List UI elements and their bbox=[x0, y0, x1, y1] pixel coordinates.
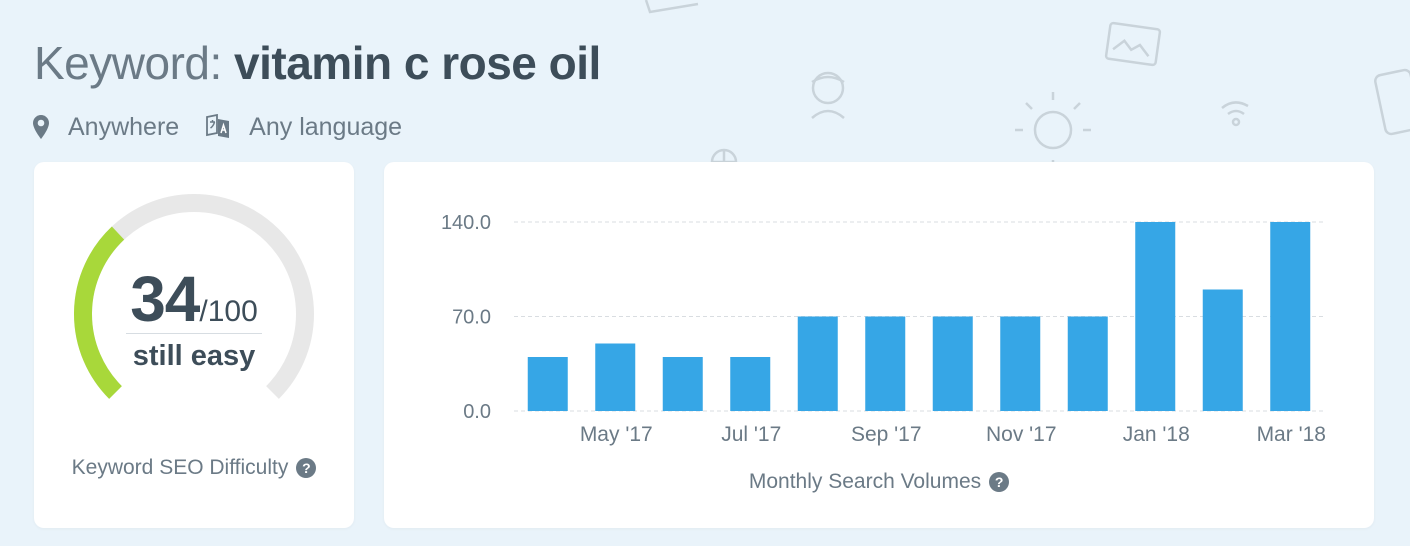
bar-feb-18 bbox=[1202, 289, 1243, 411]
bar-jan-18 bbox=[1135, 222, 1176, 411]
bar-may-17 bbox=[595, 343, 636, 411]
bar-sep-17 bbox=[865, 316, 906, 411]
difficulty-rating: still easy bbox=[132, 340, 256, 372]
bar-mar-18 bbox=[1270, 222, 1311, 411]
bar-jul-17 bbox=[730, 357, 771, 411]
y-tick-label: 70.0 bbox=[452, 307, 491, 329]
keyword-meta: Anywhere Any language bbox=[32, 112, 428, 142]
x-tick-label: Mar '18 bbox=[1257, 423, 1326, 446]
title-prefix: Keyword: bbox=[34, 37, 235, 89]
y-tick-label: 0.0 bbox=[463, 401, 491, 423]
x-tick-label: Sep '17 bbox=[851, 423, 922, 446]
language-filter[interactable]: Any language bbox=[205, 113, 402, 142]
gauge-fill bbox=[74, 226, 125, 399]
score-value: 34 bbox=[130, 263, 200, 335]
y-tick-label: 140.0 bbox=[441, 212, 491, 234]
difficulty-score: 34/100 bbox=[72, 267, 316, 331]
bar-oct-17 bbox=[932, 316, 973, 411]
language-label: Any language bbox=[249, 112, 403, 141]
volume-caption: Monthly Search Volumes ? bbox=[384, 470, 1374, 494]
x-tick-label: May '17 bbox=[580, 423, 653, 446]
help-icon[interactable]: ? bbox=[989, 472, 1010, 492]
help-icon[interactable]: ? bbox=[296, 458, 317, 478]
seo-difficulty-card: 34/100 still easy Keyword SEO Difficulty… bbox=[34, 162, 354, 528]
location-label: Anywhere bbox=[68, 112, 180, 141]
x-tick-label: Jan '18 bbox=[1123, 423, 1190, 446]
difficulty-caption-text: Keyword SEO Difficulty bbox=[71, 456, 289, 479]
bar-jun-17 bbox=[662, 357, 703, 411]
location-filter[interactable]: Anywhere bbox=[32, 113, 179, 142]
x-tick-label: Nov '17 bbox=[986, 423, 1057, 446]
score-max: /100 bbox=[199, 295, 258, 328]
page-title: Keyword: vitamin c rose oil bbox=[34, 36, 601, 90]
difficulty-caption: Keyword SEO Difficulty ? bbox=[34, 456, 354, 480]
difficulty-gauge: 34/100 still easy bbox=[72, 192, 316, 436]
bar-aug-17 bbox=[797, 316, 838, 411]
search-volume-chart: 0.0 70.0 140.0 May '17 Jul '17 Sep '17 Nov '17… bbox=[441, 212, 1326, 446]
search-volume-card: 0.0 70.0 140.0 May '17 Jul '17 Sep '17 Nov '17… bbox=[384, 162, 1374, 528]
bar-dec-17 bbox=[1067, 316, 1108, 411]
x-tick-label: Jul '17 bbox=[721, 423, 781, 446]
map-pin-icon bbox=[33, 115, 49, 139]
volume-caption-text: Monthly Search Volumes bbox=[748, 470, 982, 493]
score-divider bbox=[126, 333, 262, 334]
keyword-text: vitamin c rose oil bbox=[234, 37, 601, 89]
bar-nov-17 bbox=[1000, 316, 1041, 411]
translate-icon bbox=[206, 114, 230, 138]
bar-apr-17 bbox=[527, 357, 568, 411]
